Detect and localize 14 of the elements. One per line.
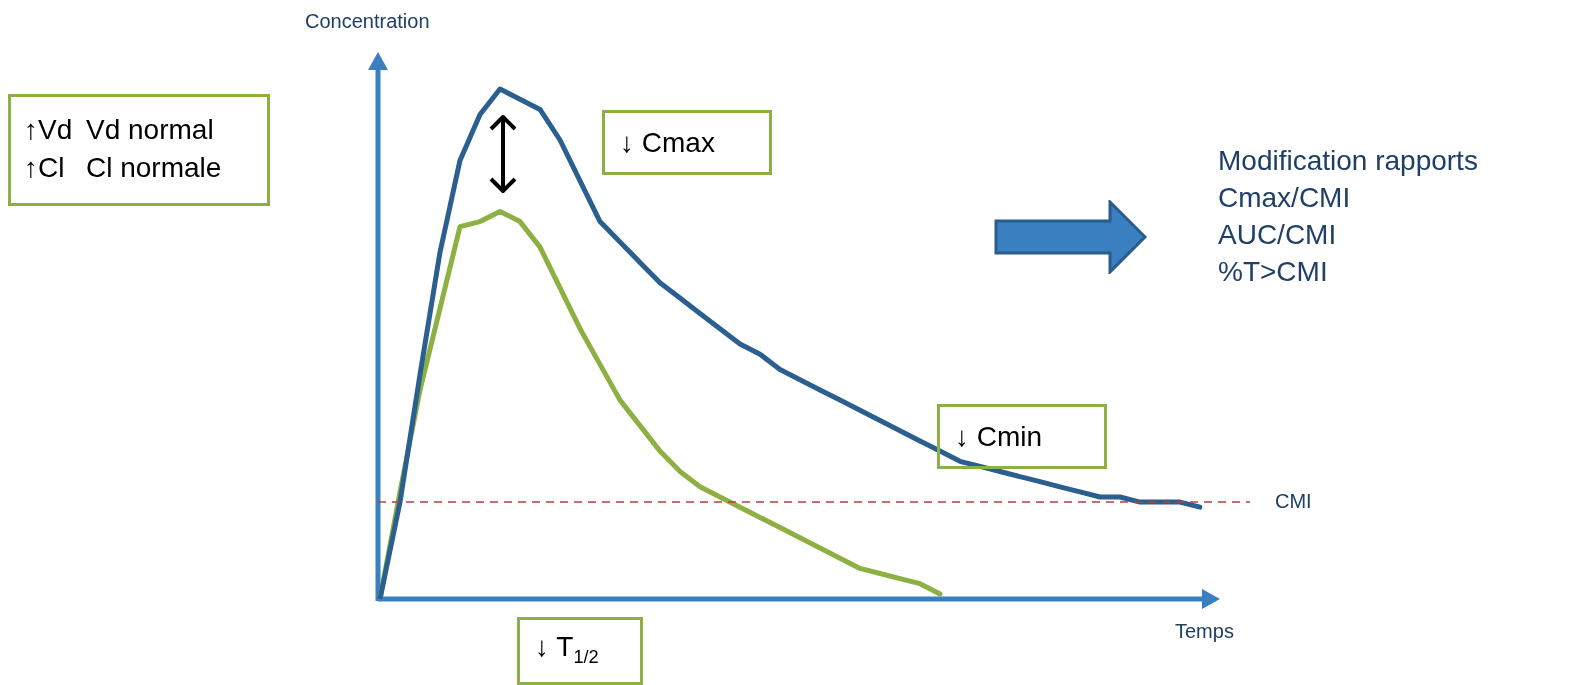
annotation: ↓ Cmin — [955, 421, 1043, 452]
text: %T>CMI — [1218, 256, 1328, 287]
text: Modification rapports — [1218, 145, 1478, 176]
text: Cl normale — [86, 152, 222, 183]
y-axis-title: Concentration — [305, 10, 430, 33]
text: ↑Cl — [24, 152, 65, 183]
text: Cmax/CMI — [1218, 182, 1351, 213]
text: ↑Vd — [24, 114, 73, 145]
text: ↓ T$_{1/2}$ — [535, 631, 599, 667]
text: Vd normal — [86, 114, 214, 145]
ref-line-label: CMI — [1275, 489, 1312, 512]
annotation: ↓ Cmax — [620, 127, 715, 158]
text: AUC/CMI — [1218, 219, 1337, 250]
x-axis-title: Temps — [1175, 620, 1234, 643]
